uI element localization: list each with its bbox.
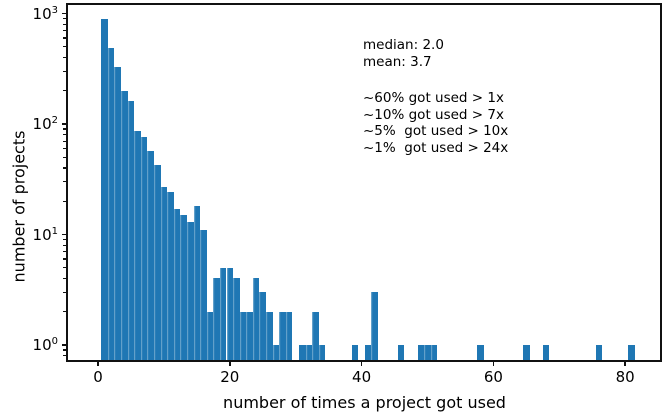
y-tick-mark bbox=[61, 123, 66, 125]
x-tick-mark bbox=[624, 362, 626, 366]
annotation-median-mean: median: 2.0 mean: 3.7 bbox=[363, 37, 444, 70]
y-minor-tick-mark bbox=[63, 46, 66, 48]
y-tick-label: 103 bbox=[32, 4, 58, 23]
y-tick-label: 102 bbox=[32, 115, 58, 133]
y-minor-tick-mark bbox=[63, 147, 66, 150]
histogram-bar bbox=[476, 345, 484, 361]
y-minor-tick-mark bbox=[63, 128, 66, 130]
x-tick-label: 0 bbox=[93, 368, 103, 386]
y-minor-tick-mark bbox=[63, 311, 66, 313]
histogram-bar bbox=[219, 267, 227, 361]
histogram-bar bbox=[239, 311, 247, 361]
y-tick-label: 101 bbox=[32, 225, 58, 244]
histogram-bar bbox=[127, 101, 135, 361]
histogram-bar bbox=[114, 66, 122, 361]
histogram-bar bbox=[364, 345, 372, 361]
histogram-bar bbox=[107, 47, 115, 361]
y-minor-tick-mark bbox=[63, 349, 66, 351]
histogram-bar bbox=[193, 206, 201, 361]
histogram-bar bbox=[173, 209, 181, 361]
y-minor-tick-mark bbox=[63, 277, 66, 280]
histogram-bar bbox=[279, 311, 286, 361]
y-minor-tick-mark bbox=[63, 181, 66, 183]
y-tick-mark bbox=[61, 233, 66, 236]
y-minor-tick-mark bbox=[63, 140, 66, 142]
histogram-bar bbox=[542, 345, 550, 361]
histogram-bar bbox=[186, 221, 194, 361]
x-tick-mark bbox=[360, 362, 363, 366]
top-spine bbox=[66, 3, 662, 5]
histogram-bar bbox=[259, 292, 267, 361]
y-minor-tick-mark bbox=[63, 90, 66, 92]
y-minor-tick-mark bbox=[63, 17, 66, 20]
x-axis-label: number of times a project got used bbox=[223, 393, 506, 412]
histogram-bar bbox=[233, 278, 240, 361]
y-tick-mark bbox=[61, 344, 66, 346]
histogram-bar bbox=[226, 267, 234, 361]
histogram-bar bbox=[424, 345, 431, 361]
y-minor-tick-mark bbox=[63, 156, 66, 158]
y-minor-tick-mark bbox=[63, 355, 66, 357]
x-tick-mark bbox=[492, 362, 495, 366]
y-minor-tick-mark bbox=[63, 238, 66, 241]
histogram-bar bbox=[101, 18, 108, 361]
y-tick-label: 100 bbox=[32, 336, 58, 354]
x-tick-mark bbox=[229, 362, 231, 366]
histogram-bar bbox=[305, 345, 313, 361]
histogram-bar bbox=[252, 278, 260, 361]
y-minor-tick-mark bbox=[63, 267, 66, 269]
histogram-bar bbox=[246, 311, 253, 361]
histogram-bar bbox=[417, 345, 425, 361]
histogram-bar bbox=[312, 311, 319, 361]
y-minor-tick-mark bbox=[63, 291, 66, 293]
histogram-bar bbox=[167, 192, 174, 361]
histogram-bar bbox=[200, 229, 207, 361]
histogram-bar bbox=[285, 311, 293, 361]
histogram-bar bbox=[213, 278, 220, 361]
annotation-percentiles: ~60% got used > 1x ~10% got used > 7x ~5… bbox=[363, 90, 509, 156]
y-minor-tick-mark bbox=[63, 167, 66, 169]
x-tick-mark bbox=[97, 362, 99, 366]
right-spine bbox=[660, 3, 662, 362]
histogram-bar bbox=[351, 345, 359, 361]
x-tick-label: 80 bbox=[615, 368, 635, 386]
histogram-bar bbox=[160, 186, 168, 361]
histogram-bar bbox=[371, 292, 379, 361]
y-tick-mark bbox=[61, 12, 66, 15]
histogram-bar bbox=[595, 345, 603, 361]
y-minor-tick-mark bbox=[63, 70, 66, 72]
histogram-bar bbox=[266, 311, 273, 361]
y-minor-tick-mark bbox=[63, 134, 66, 136]
y-minor-tick-mark bbox=[63, 30, 66, 32]
y-minor-tick-mark bbox=[63, 258, 66, 260]
histogram-bar bbox=[628, 345, 636, 361]
bottom-spine bbox=[66, 360, 662, 362]
histogram-bar bbox=[147, 150, 154, 361]
histogram-bar bbox=[154, 164, 161, 361]
y-minor-tick-mark bbox=[63, 244, 66, 246]
y-minor-tick-mark bbox=[63, 37, 66, 39]
histogram-bar bbox=[430, 345, 438, 361]
histogram-bar bbox=[121, 90, 128, 361]
x-tick-label: 60 bbox=[483, 368, 503, 386]
y-minor-tick-mark bbox=[63, 251, 66, 253]
histogram-bar bbox=[298, 345, 306, 361]
histogram-bar bbox=[134, 131, 141, 361]
left-spine bbox=[66, 3, 68, 362]
histogram-bar bbox=[272, 345, 280, 361]
histogram-bar bbox=[206, 311, 214, 361]
histogram-bar bbox=[523, 345, 530, 361]
histogram-bar bbox=[397, 345, 405, 361]
y-minor-tick-mark bbox=[63, 200, 66, 202]
x-tick-label: 20 bbox=[220, 368, 240, 386]
x-tick-label: 40 bbox=[352, 368, 372, 386]
y-minor-tick-mark bbox=[63, 23, 66, 25]
histogram-bar bbox=[140, 137, 148, 361]
y-axis-label: number of projects bbox=[9, 130, 29, 283]
histogram-bar bbox=[318, 345, 326, 361]
y-minor-tick-mark bbox=[63, 56, 66, 59]
histogram-bar bbox=[180, 215, 187, 361]
